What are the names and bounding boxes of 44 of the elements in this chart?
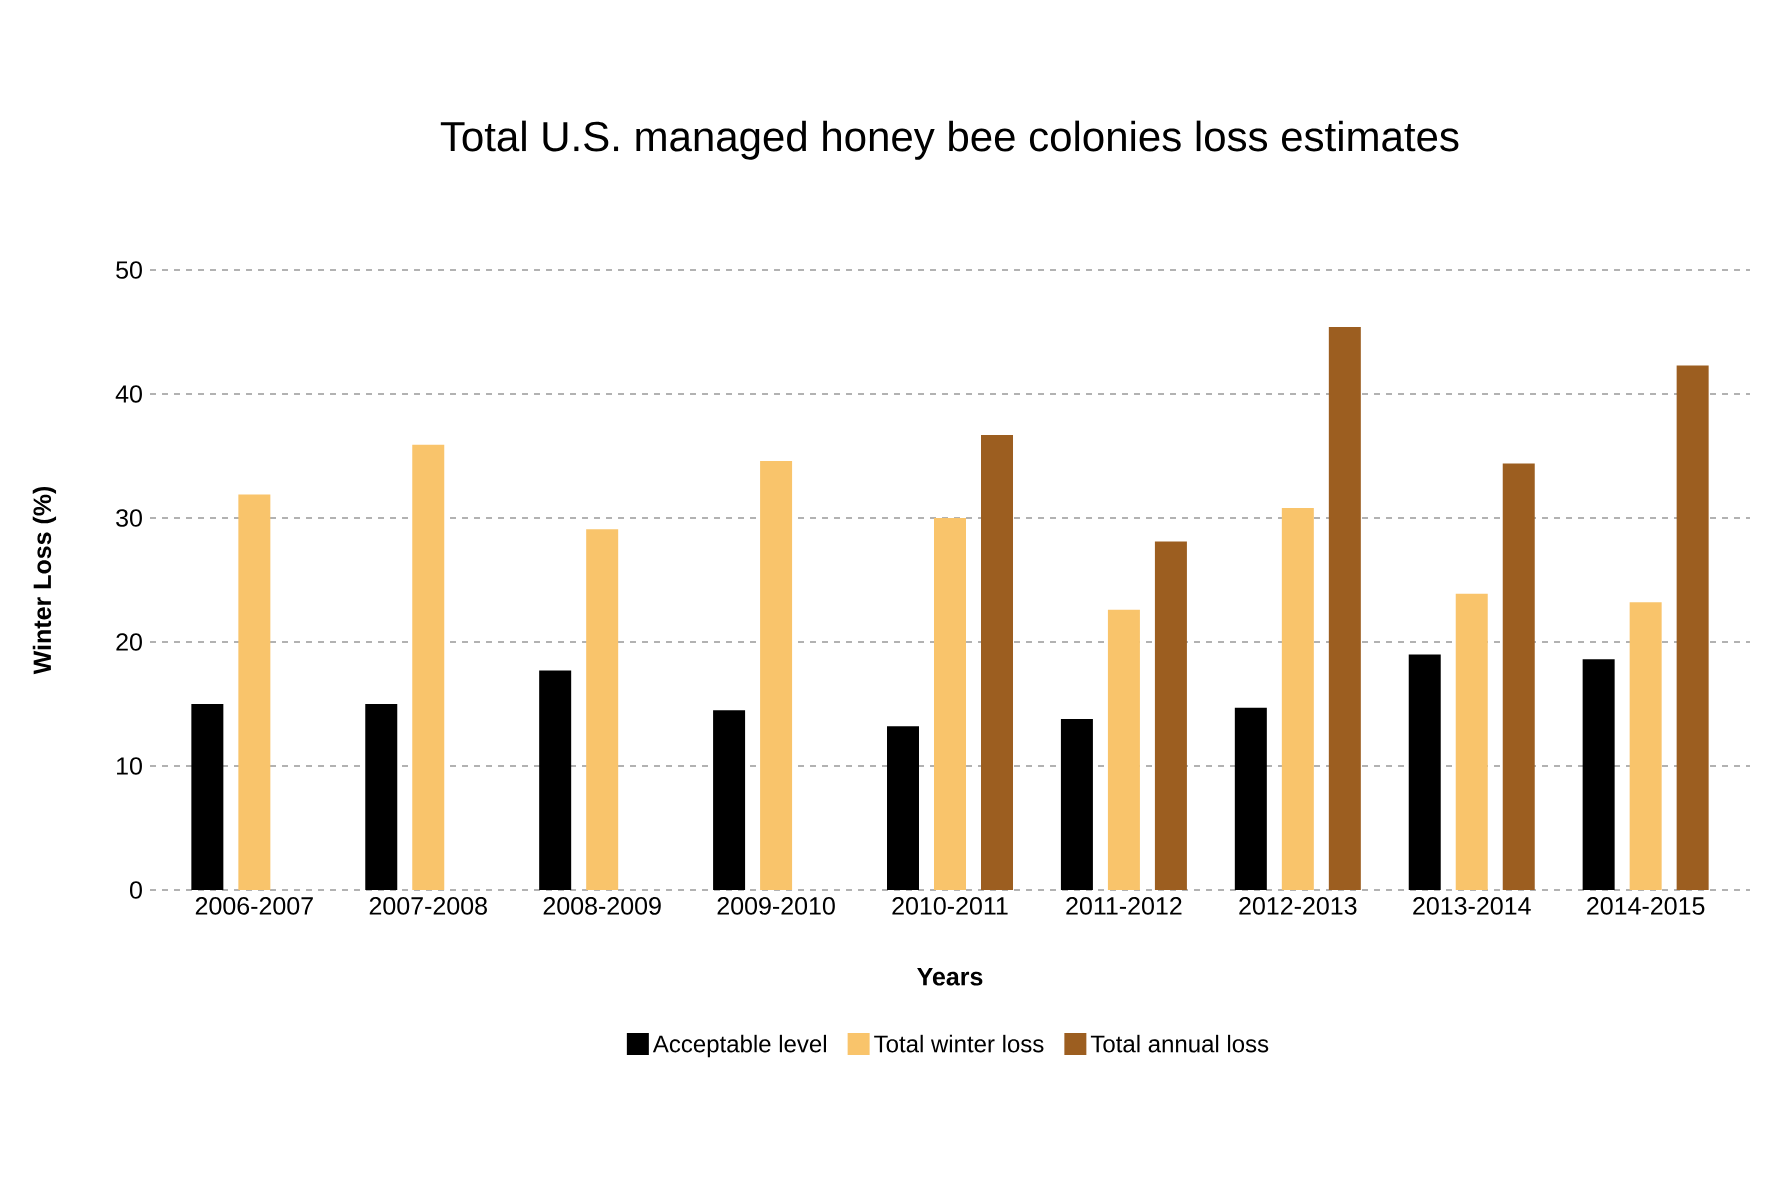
bar (1281, 508, 1314, 890)
x-tick-label: 2012-2013 (1239, 897, 1357, 915)
bar (1060, 718, 1093, 890)
chart-title: Total U.S. managed honey bee colonies loss estimates (440, 120, 1459, 160)
bar (1629, 602, 1662, 890)
x-tick-label: 2006-2007 (195, 897, 313, 915)
x-tick-label: 2009-2010 (717, 897, 835, 915)
bar (1408, 654, 1441, 890)
bar (238, 494, 271, 890)
legend-label: Total annual loss (1090, 1034, 1269, 1053)
bar (1676, 365, 1709, 890)
bar (539, 670, 572, 890)
bar (760, 460, 793, 890)
bar (1582, 659, 1615, 890)
bar (1502, 463, 1535, 890)
x-tick-label: 2010-2011 (892, 897, 1008, 915)
bar (1234, 707, 1267, 890)
bar (1455, 593, 1488, 890)
bar (412, 444, 445, 890)
bar (713, 710, 746, 890)
y-tick-label: 0 (130, 881, 142, 899)
x-tick-label: 2014-2015 (1587, 897, 1705, 915)
y-axis-title: Winter Loss (%) (32, 486, 57, 675)
bar (191, 704, 224, 890)
bar (1328, 327, 1361, 890)
bar (365, 704, 398, 890)
y-tick-label: 30 (116, 509, 142, 527)
legend-label: Acceptable level (652, 1034, 826, 1058)
x-tick-label: 2008-2009 (543, 897, 661, 915)
y-tick-label: 50 (116, 261, 142, 279)
y-tick-label: 20 (116, 633, 142, 651)
legend-label: Total winter loss (874, 1034, 1044, 1053)
bar (1107, 609, 1140, 890)
bar (586, 529, 619, 890)
bar (981, 434, 1014, 890)
x-axis-title: Years (917, 968, 983, 986)
x-tick-label: 2013-2014 (1413, 897, 1531, 915)
bar (887, 726, 919, 890)
y-tick-label: 40 (115, 385, 142, 403)
bar (934, 518, 966, 890)
y-tick-label: 10 (117, 757, 142, 775)
x-tick-label: 2011-2012 (1066, 897, 1182, 915)
x-tick-label: 2007-2008 (369, 897, 487, 915)
bar (1154, 541, 1187, 890)
